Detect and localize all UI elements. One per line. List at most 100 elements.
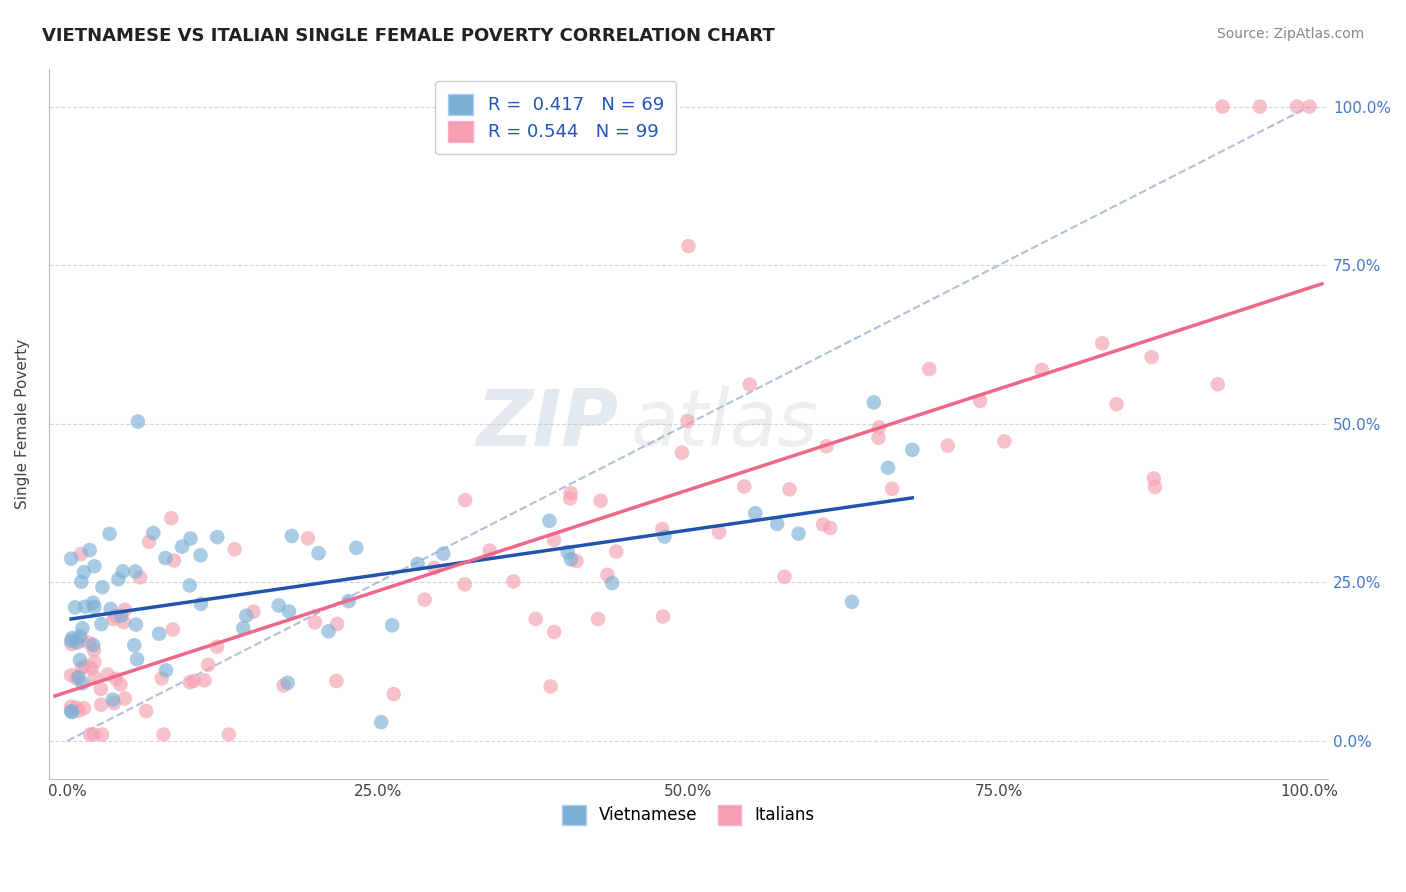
Text: ZIP: ZIP [475, 385, 619, 462]
Point [193, 673, 215, 688]
Point [1206, 377, 1229, 392]
Point [232, 621, 254, 635]
Point [707, 525, 730, 540]
Point [60, 668, 83, 682]
Point [557, 545, 579, 559]
Point [103, 696, 125, 710]
Point [235, 608, 257, 623]
Point [60, 699, 83, 714]
Point [560, 486, 582, 500]
Point [125, 617, 148, 632]
Point [67, 704, 90, 718]
Point [162, 623, 184, 637]
Point [540, 680, 562, 694]
Point [75, 599, 97, 614]
Point [65, 671, 87, 685]
Point [1143, 471, 1166, 485]
Point [877, 460, 900, 475]
Point [98, 526, 121, 541]
Point [100, 602, 122, 616]
Point [110, 609, 132, 624]
Point [586, 612, 609, 626]
Point [83, 643, 105, 657]
Point [589, 493, 612, 508]
Point [101, 692, 124, 706]
Point [267, 599, 290, 613]
Point [83, 670, 105, 684]
Point [766, 516, 789, 531]
Point [69, 653, 91, 667]
Point [325, 673, 347, 688]
Point [478, 543, 501, 558]
Point [600, 576, 623, 591]
Point [80, 661, 103, 675]
Point [69, 629, 91, 643]
Point [142, 526, 165, 541]
Point [454, 577, 477, 591]
Point [820, 521, 842, 535]
Point [218, 727, 240, 741]
Point [862, 395, 884, 409]
Point [1031, 363, 1053, 377]
Point [82, 638, 104, 652]
Text: VIETNAMESE VS ITALIAN SINGLE FEMALE POVERTY CORRELATION CHART: VIETNAMESE VS ITALIAN SINGLE FEMALE POVE… [42, 27, 775, 45]
Point [297, 531, 319, 545]
Point [104, 672, 127, 686]
Point [278, 604, 301, 618]
Point [242, 605, 264, 619]
Point [308, 546, 330, 560]
Point [502, 574, 524, 589]
Point [318, 624, 340, 639]
Point [60, 631, 83, 645]
Point [678, 239, 700, 253]
Point [543, 533, 565, 547]
Point [841, 595, 863, 609]
Point [127, 415, 149, 429]
Point [344, 541, 367, 555]
Point [738, 377, 761, 392]
Point [70, 547, 93, 561]
Point [90, 698, 112, 712]
Point [83, 559, 105, 574]
Point [72, 676, 94, 690]
Point [114, 603, 136, 617]
Point [1286, 99, 1309, 113]
Point [197, 657, 219, 672]
Point [605, 544, 627, 558]
Y-axis label: Single Female Poverty: Single Female Poverty [15, 339, 30, 508]
Point [1143, 480, 1166, 494]
Point [1105, 397, 1128, 411]
Point [138, 534, 160, 549]
Point [180, 532, 202, 546]
Point [60, 705, 83, 719]
Point [72, 621, 94, 635]
Point [543, 624, 565, 639]
Point [413, 592, 436, 607]
Point [70, 632, 93, 647]
Point [676, 414, 699, 428]
Point [60, 551, 83, 566]
Point [880, 482, 903, 496]
Point [815, 439, 838, 453]
Point [160, 511, 183, 525]
Point [163, 553, 186, 567]
Point [110, 677, 132, 691]
Point [811, 517, 834, 532]
Point [868, 420, 890, 434]
Point [60, 637, 83, 651]
Point [1140, 350, 1163, 364]
Point [560, 552, 582, 566]
Point [127, 652, 149, 666]
Point [868, 431, 890, 445]
Point [91, 580, 114, 594]
Point [280, 529, 302, 543]
Point [73, 565, 96, 579]
Point [190, 597, 212, 611]
Point [179, 578, 201, 592]
Point [122, 638, 145, 652]
Point [538, 514, 561, 528]
Point [97, 667, 120, 681]
Point [129, 570, 152, 584]
Point [82, 596, 104, 610]
Point [1298, 99, 1320, 113]
